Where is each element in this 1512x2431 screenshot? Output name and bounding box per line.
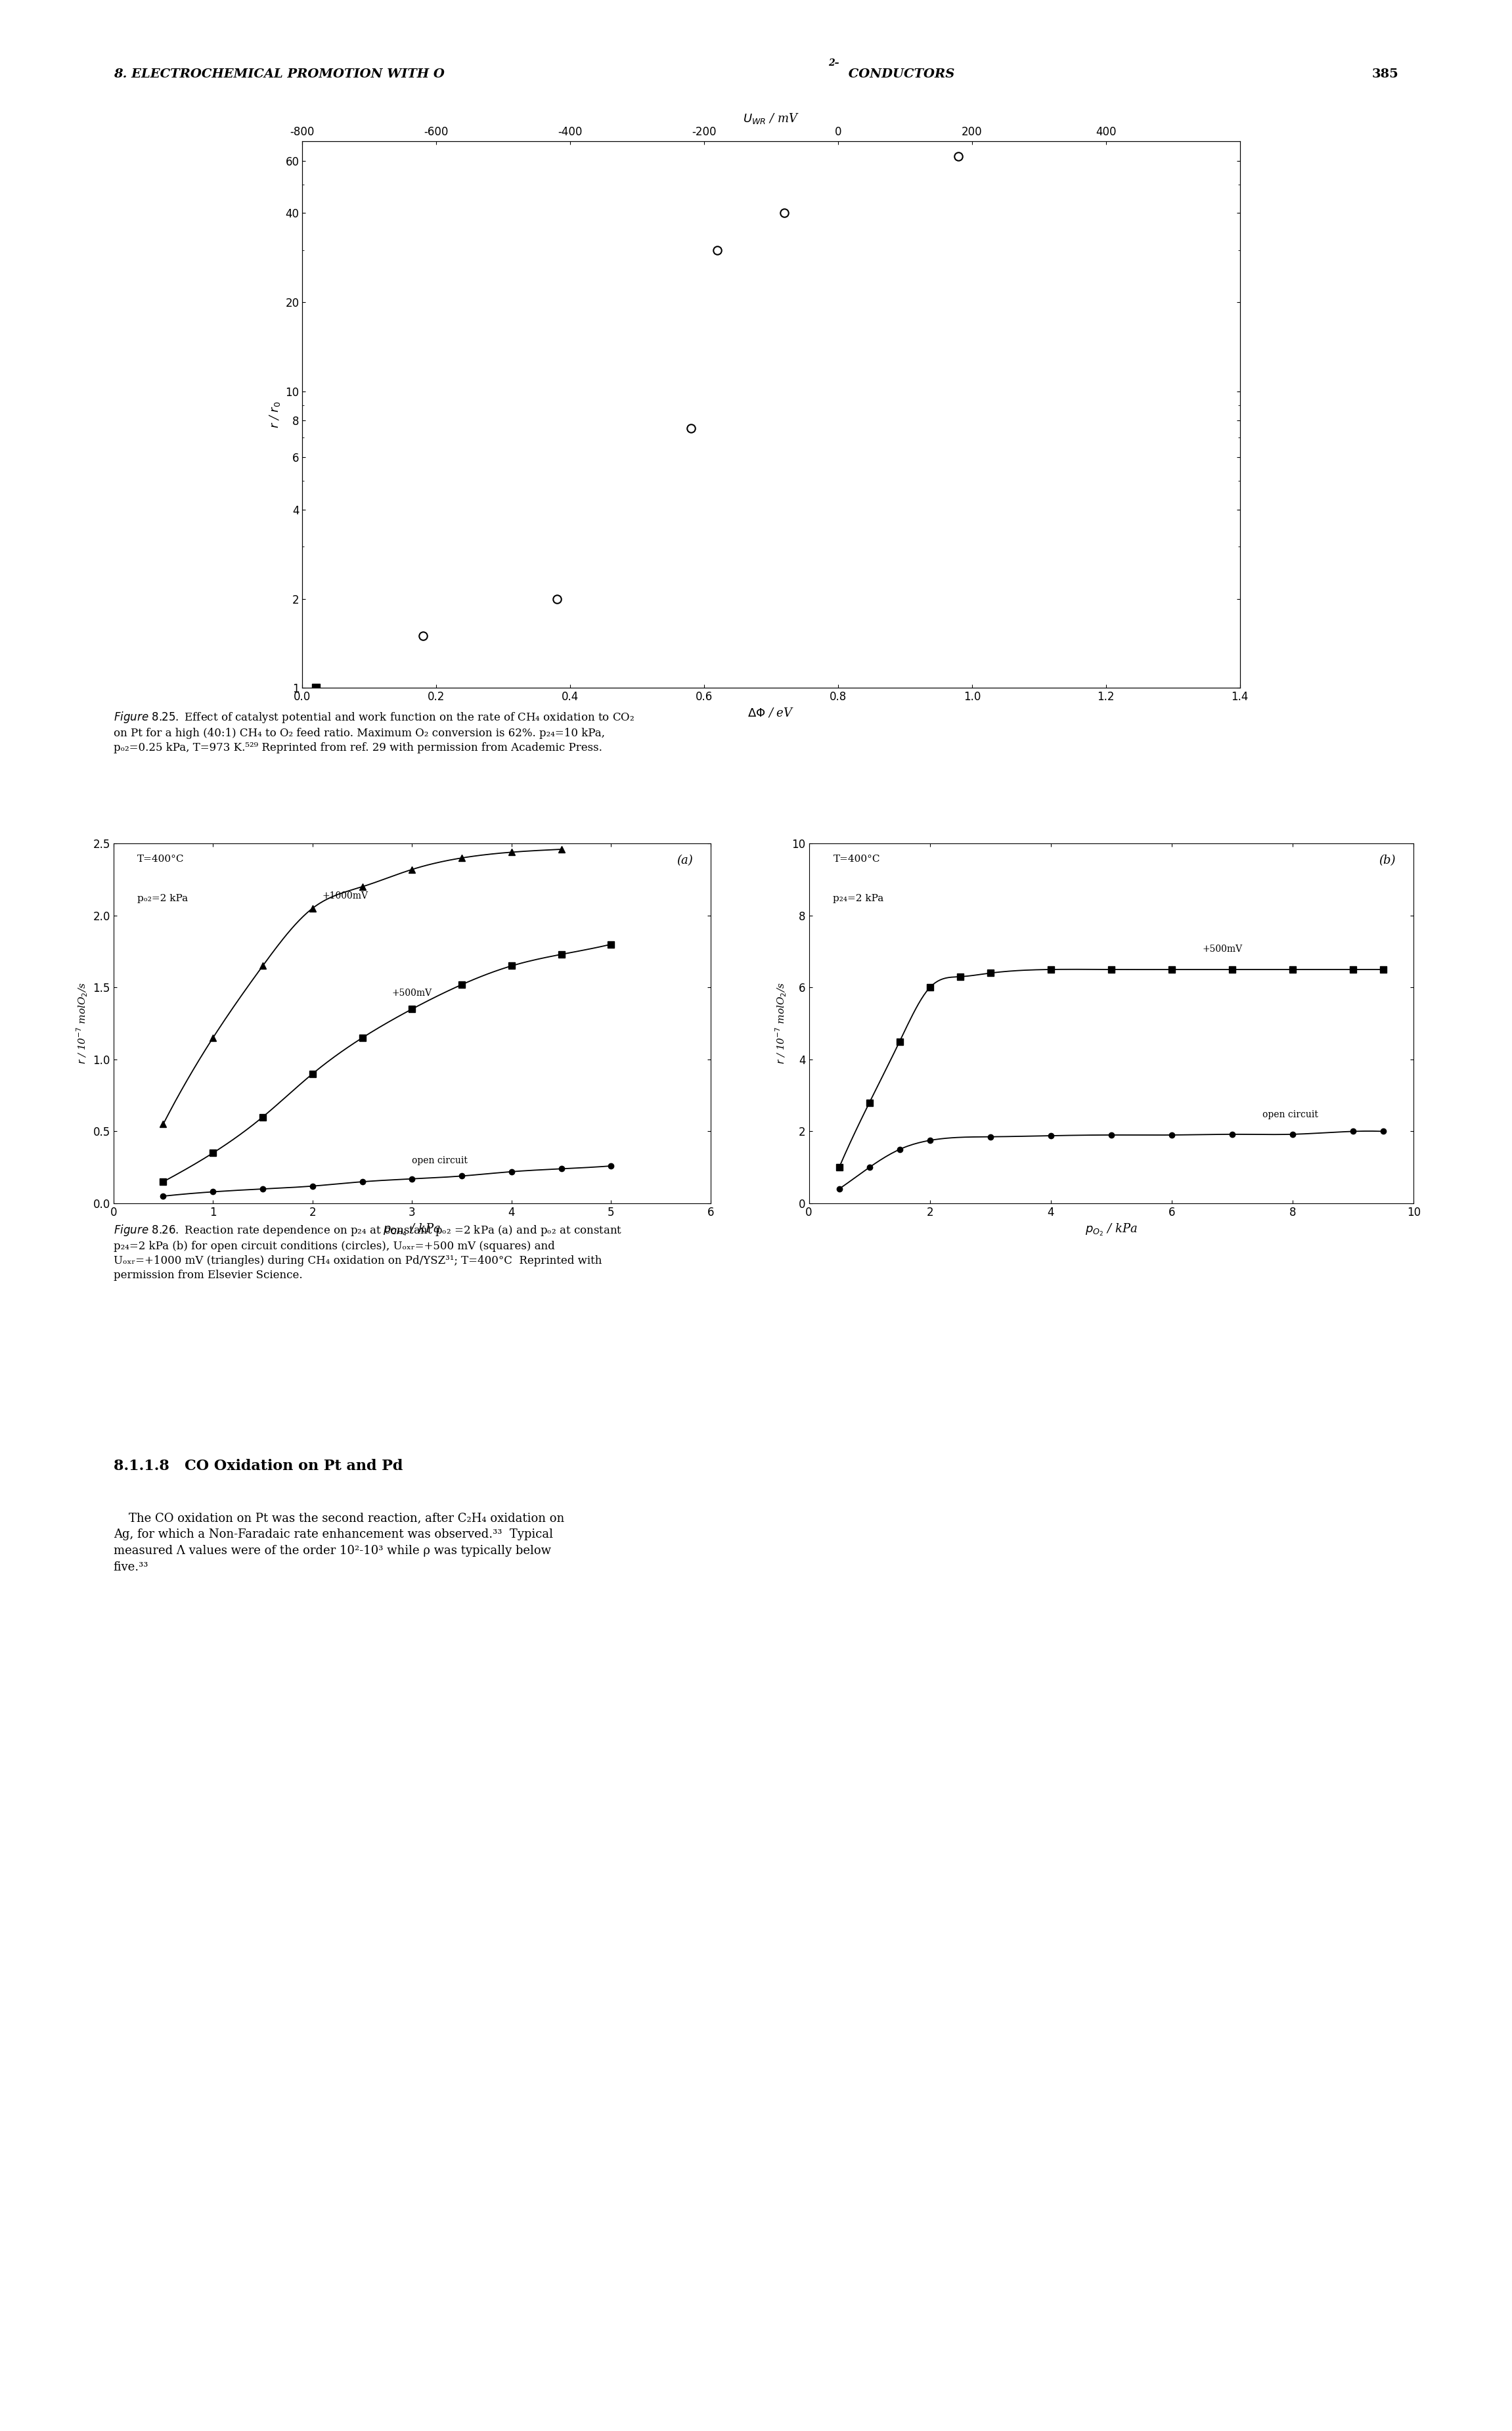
Text: $\it{Figure\ 8.26.}$ Reaction rate dependence on p₂₄ at constant pₒ₂ =2 kPa (a) : $\it{Figure\ 8.26.}$ Reaction rate depen… bbox=[113, 1223, 621, 1281]
Text: (b): (b) bbox=[1379, 853, 1396, 865]
Text: open circuit: open circuit bbox=[1263, 1111, 1318, 1118]
Text: +500mV: +500mV bbox=[1202, 943, 1243, 953]
Text: The CO oxidation on Pt was the second reaction, after C₂H₄ oxidation on
Ag, for : The CO oxidation on Pt was the second re… bbox=[113, 1512, 564, 1573]
Text: pₒ₂=2 kPa: pₒ₂=2 kPa bbox=[138, 895, 187, 904]
Text: +1000mV: +1000mV bbox=[322, 892, 369, 899]
X-axis label: $p_{CH_4}$ / kPa: $p_{CH_4}$ / kPa bbox=[383, 1223, 442, 1237]
Text: 8. ELECTROCHEMICAL PROMOTION WITH O: 8. ELECTROCHEMICAL PROMOTION WITH O bbox=[113, 68, 445, 80]
Text: 2–: 2– bbox=[829, 58, 839, 68]
X-axis label: $p_{O_2}$ / kPa: $p_{O_2}$ / kPa bbox=[1086, 1223, 1137, 1237]
Text: 8.1.1.8   CO Oxidation on Pt and Pd: 8.1.1.8 CO Oxidation on Pt and Pd bbox=[113, 1459, 402, 1473]
Text: open circuit: open circuit bbox=[411, 1155, 467, 1164]
X-axis label: $U_{WR}$ / mV: $U_{WR}$ / mV bbox=[742, 112, 800, 126]
X-axis label: $\Delta\Phi$ / eV: $\Delta\Phi$ / eV bbox=[748, 707, 794, 720]
Y-axis label: $r$ / 10$^{-7}$ molO$_2$/s: $r$ / 10$^{-7}$ molO$_2$/s bbox=[76, 982, 89, 1065]
Text: p₂₄=2 kPa: p₂₄=2 kPa bbox=[833, 895, 885, 904]
Text: 385: 385 bbox=[1371, 68, 1399, 80]
Text: +500mV: +500mV bbox=[392, 989, 432, 999]
Text: $\it{Figure\ 8.25.}$ Effect of catalyst potential and work function on the rate : $\it{Figure\ 8.25.}$ Effect of catalyst … bbox=[113, 710, 635, 754]
Y-axis label: $r$ / 10$^{-7}$ molO$_2$/s: $r$ / 10$^{-7}$ molO$_2$/s bbox=[774, 982, 788, 1065]
Text: T=400°C: T=400°C bbox=[833, 853, 880, 863]
Y-axis label: $r$ / $r_0$: $r$ / $r_0$ bbox=[268, 401, 281, 428]
Text: (a): (a) bbox=[676, 853, 692, 865]
Text: T=400°C: T=400°C bbox=[138, 853, 184, 863]
Text: CONDUCTORS: CONDUCTORS bbox=[844, 68, 954, 80]
